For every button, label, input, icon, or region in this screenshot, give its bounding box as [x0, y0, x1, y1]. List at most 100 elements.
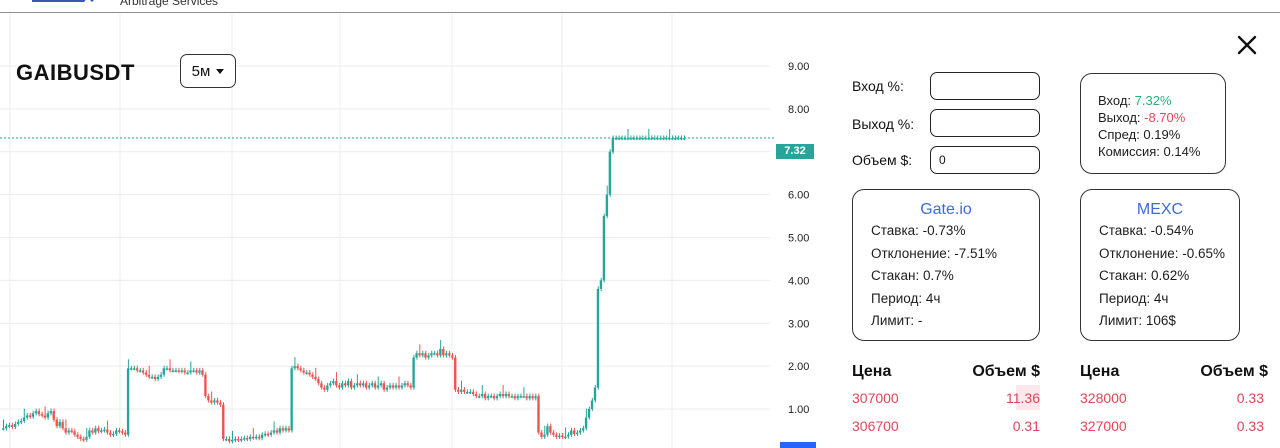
candle [587, 409, 591, 418]
candle [156, 376, 160, 379]
y-tick-label: 1.00 [788, 404, 809, 416]
candle [7, 425, 11, 427]
candle [100, 430, 103, 432]
candle [564, 436, 567, 438]
volume-highlight [1016, 385, 1040, 410]
candle [474, 393, 478, 397]
candle [465, 391, 469, 394]
candle [567, 434, 570, 437]
candle [112, 433, 115, 436]
candle [370, 383, 374, 386]
candle [403, 383, 406, 386]
candle [543, 434, 546, 437]
orderbook-right-volume-header: Объем $ [1200, 363, 1268, 380]
candle [260, 434, 264, 439]
y-tick-label: 9.00 [788, 61, 809, 73]
exchange-period: Период: 4ч [1099, 290, 1169, 306]
brand-subtitle: Arbitrage Services [120, 0, 219, 8]
candle [73, 431, 76, 435]
candle [88, 430, 91, 437]
candle [665, 138, 668, 140]
candle [546, 426, 549, 435]
candle [31, 413, 35, 417]
candle [641, 138, 644, 140]
candle [382, 383, 386, 390]
candle [650, 138, 653, 140]
candle [516, 396, 519, 399]
candle [37, 411, 41, 415]
candle [242, 438, 246, 440]
candle [584, 417, 588, 429]
candle [605, 194, 609, 217]
interval-dropdown[interactable]: 5м [180, 54, 236, 88]
orderbook-right-price: 327000 [1080, 418, 1127, 434]
candle [335, 381, 338, 386]
candle [168, 368, 171, 371]
summary-commission: Комиссия: 0.14% [1098, 144, 1201, 159]
orderbook-left-price: 306700 [852, 418, 899, 434]
candle [52, 411, 55, 420]
candle [436, 353, 439, 356]
candle [4, 426, 8, 429]
orderbook-left-volume: 0.31 [1012, 418, 1040, 434]
exchange-name[interactable]: MEXC [1136, 201, 1184, 218]
y-tick-label: 2.00 [788, 361, 809, 373]
orderbook-left-price: 307000 [852, 390, 899, 406]
candle [457, 389, 460, 392]
candle [462, 389, 466, 392]
candle [397, 385, 400, 388]
candle [132, 368, 136, 370]
close-icon[interactable] [1234, 32, 1260, 58]
candle [34, 411, 38, 414]
candle [219, 402, 222, 405]
entry-input[interactable] [930, 72, 1040, 100]
candle [459, 389, 463, 392]
candle [495, 396, 499, 399]
exchange-card-gateio: Gate.io Ставка: -0.73% Отклонение: -7.51… [852, 189, 1040, 341]
candle [97, 428, 100, 432]
candle [266, 433, 270, 436]
candle [338, 385, 341, 388]
candle [391, 385, 394, 388]
candle [489, 396, 493, 398]
candle [668, 138, 671, 140]
candle [305, 372, 308, 375]
price-chart[interactable]: 9.008.007.006.005.004.003.002.001.00 GAI… [0, 14, 830, 448]
candle [228, 439, 231, 442]
candle [287, 428, 290, 431]
candle [126, 368, 130, 435]
volume-input[interactable] [930, 146, 1040, 174]
candle [635, 138, 638, 140]
candlestick-chart[interactable]: 9.008.007.006.005.004.003.002.001.00 [0, 14, 830, 448]
candle [549, 426, 552, 433]
candle [486, 396, 490, 399]
candle [653, 138, 656, 140]
exchange-rate: Ставка: -0.73% [871, 223, 966, 238]
candle [379, 383, 383, 386]
candle [629, 138, 632, 140]
candle [43, 415, 47, 418]
candle [442, 348, 445, 356]
exchange-book: Стакан: 0.7% [871, 268, 954, 283]
candle [189, 370, 192, 373]
candle [427, 355, 430, 358]
candle [302, 370, 305, 373]
candle [144, 372, 148, 375]
candle [501, 393, 504, 397]
exchange-deviation: Отклонение: -0.65% [1099, 245, 1226, 261]
candle [394, 385, 397, 388]
candle [61, 421, 64, 429]
candle [94, 428, 97, 433]
exchange-name[interactable]: Gate.io [920, 201, 972, 218]
summary-exit: Выход: -8.70% [1098, 110, 1186, 125]
exit-input[interactable] [930, 109, 1040, 137]
candle [236, 439, 240, 441]
candle [513, 396, 516, 399]
caret-down-icon [216, 68, 225, 74]
candle [117, 430, 121, 432]
last-price-tag: 7.32 [776, 144, 814, 159]
y-tick-label: 4.00 [788, 275, 809, 287]
candle [317, 378, 320, 384]
exchange-limit: Лимит: - [871, 313, 923, 328]
candle [578, 430, 582, 433]
